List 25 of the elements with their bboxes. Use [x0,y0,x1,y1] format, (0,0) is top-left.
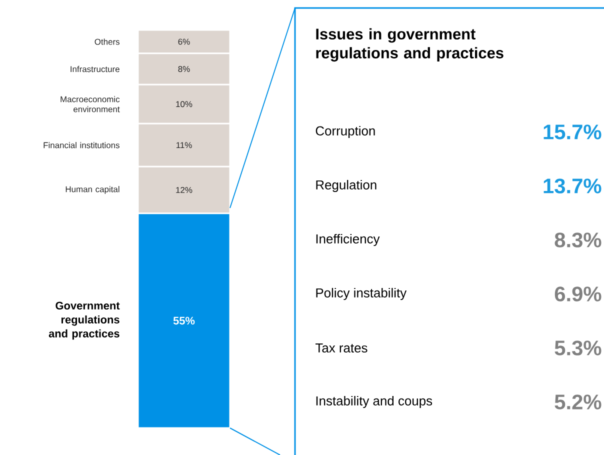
text: Macroeconomic environment [60,96,120,112]
text: Issues in government regulations and practices [316,28,504,62]
category-label: Instability and coups [316,396,432,408]
data-label: 6% [178,38,190,45]
data-label: 55% [173,316,195,325]
text: 8.3% [554,232,602,248]
data-label: 12% [176,187,192,193]
series-label: Government regulations and practices [48,302,120,340]
text: Financial institutions [44,142,120,148]
text: 15.7% [544,124,602,140]
text: Infrastructure [70,66,120,72]
text: 6.9% [554,286,602,302]
text: 5.3% [554,340,602,356]
data-label: 8% [178,66,190,72]
category-label: Inefficiency [316,234,380,246]
category-label: Corruption [316,126,375,138]
text: 5.2% [554,394,602,410]
category-label: Regulation [316,180,376,192]
text: Human capital [66,186,120,194]
data-label: 11% [176,142,192,148]
category-label: Tax rates [316,343,368,353]
text: Others [94,38,120,45]
text: 13.7% [544,178,602,194]
data-label: 10% [176,101,192,108]
category-label: Policy instability [316,288,407,300]
